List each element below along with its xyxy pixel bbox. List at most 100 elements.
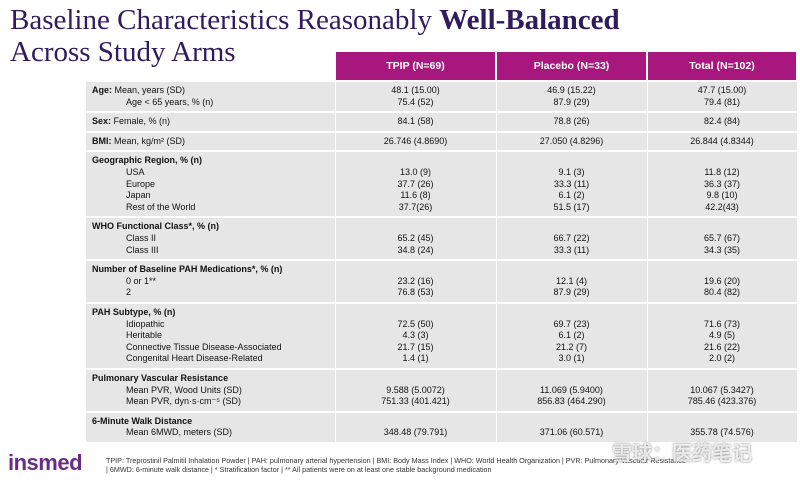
column-divider xyxy=(647,304,648,368)
row-group xyxy=(86,412,797,442)
row-label: BMI: Mean, kg/m² (SD) xyxy=(92,136,185,148)
row-group xyxy=(86,218,797,260)
row-heading: BMI: xyxy=(92,135,112,146)
row-group xyxy=(86,304,797,368)
cell-value: 78.8 (26) xyxy=(553,116,590,127)
column-header: Placebo (N=33) xyxy=(497,52,646,80)
row-label: Pulmonary Vascular Resistance xyxy=(92,373,228,385)
cell-value: 47.7 (15.00) xyxy=(697,85,747,95)
row-group xyxy=(86,132,797,151)
cell-value: 12.1 (4) xyxy=(555,275,588,286)
row-label: Japan xyxy=(126,190,151,201)
column-divider xyxy=(647,152,648,217)
cell-value: 84.1 (58) xyxy=(397,116,434,127)
row-heading: Number of Baseline PAH Medications*, % (… xyxy=(92,264,283,275)
cell-value: 10.067 (5.3427) xyxy=(690,384,754,395)
cell-value: 26.746 (4.8690) xyxy=(383,135,448,146)
row-label: Sex: Female, % (n) xyxy=(92,116,170,128)
title-line: Across Study Arms xyxy=(10,36,236,68)
row-label: Age < 65 years, % (n) xyxy=(126,96,214,107)
cell-value: 856.83 (464.290) xyxy=(537,396,606,407)
row-heading: Geographic Region, % (n) xyxy=(92,155,203,166)
cell-value: 4.3 (3) xyxy=(402,330,429,341)
row-group xyxy=(86,113,797,131)
column-divider xyxy=(647,261,648,302)
cell-value: 785.46 (423.376) xyxy=(687,396,757,407)
row-label: Idiopathic xyxy=(126,318,165,329)
row-label: USA xyxy=(126,167,145,177)
column-divider xyxy=(496,218,497,260)
cell-value: 82.4 (84) xyxy=(703,116,741,127)
row-heading: Age: xyxy=(92,85,112,95)
column-divider xyxy=(647,132,648,151)
cell-value: 4.9 (5) xyxy=(708,330,735,341)
row-label-text: Mean, years (SD) xyxy=(114,85,186,95)
column-divider xyxy=(496,82,497,112)
cell-value: 9.588 (5.0072) xyxy=(386,384,445,395)
column-divider xyxy=(647,370,648,411)
row-group xyxy=(86,370,797,411)
row-label: Class III xyxy=(126,244,159,255)
column-divider xyxy=(335,412,336,442)
column-divider xyxy=(335,113,336,131)
cell-value: 79.4 (81) xyxy=(703,96,741,107)
row-heading: PAH Subtype, % (n) xyxy=(92,307,176,317)
row-label: Age: Mean, years (SD) xyxy=(92,85,185,97)
column-divider xyxy=(496,261,497,302)
cell-value: 751.33 (401.421) xyxy=(381,396,450,407)
cell-value: 33.3 (11) xyxy=(553,244,590,255)
cell-value: 46.9 (15.22) xyxy=(547,85,596,95)
cell-value: 71.6 (73) xyxy=(703,318,741,329)
cell-value: 87.9 (29) xyxy=(553,96,590,107)
cell-value: 76.8 (53) xyxy=(397,287,434,298)
row-label: Rest of the World xyxy=(126,201,196,212)
cell-value: 11.6 (8) xyxy=(400,190,431,201)
cell-value: 65.2 (45) xyxy=(397,233,434,243)
row-label: Geographic Region, % (n) xyxy=(92,155,202,167)
column-divider xyxy=(335,370,336,411)
row-heading: 6-Minute Walk Distance xyxy=(92,415,193,426)
cell-value: 48.1 (15.00) xyxy=(391,85,440,95)
cell-value: 19.6 (20) xyxy=(703,275,741,286)
row-label: Class II xyxy=(126,233,157,243)
cell-value: 9.1 (3) xyxy=(558,167,585,177)
logo: insmed xyxy=(8,450,83,475)
cell-value: 21.7 (15) xyxy=(397,341,434,352)
cell-value: 21.6 (22) xyxy=(703,341,741,352)
column-divider xyxy=(335,304,336,368)
cell-value: 34.8 (24) xyxy=(397,244,434,255)
cell-value: 65.7 (67) xyxy=(703,233,741,243)
column-divider xyxy=(335,82,336,112)
column-divider xyxy=(335,218,336,260)
cell-value: 11.069 (5.9400) xyxy=(540,384,603,395)
cell-value: 355.78 (74.576) xyxy=(690,427,754,438)
cell-value: 2.0 (2) xyxy=(708,353,735,364)
cell-value: 36.3 (37) xyxy=(703,178,741,189)
column-divider xyxy=(647,412,648,442)
column-header: TPIP (N=69) xyxy=(336,52,495,80)
cell-value: 23.2 (16) xyxy=(397,275,434,286)
row-label: 6-Minute Walk Distance xyxy=(92,416,192,428)
cell-value: 6.1 (2) xyxy=(558,330,585,341)
cell-value: 3.0 (1) xyxy=(558,353,585,364)
row-label: Number of Baseline PAH Medications*, % (… xyxy=(92,264,282,276)
cell-value: 72.5 (50) xyxy=(397,318,434,329)
row-heading: Sex: xyxy=(92,116,112,127)
footnote: TPIP: Treprostinil Palmitil Inhalation P… xyxy=(106,456,686,474)
column-divider xyxy=(496,152,497,217)
cell-value: 1.4 (1) xyxy=(402,353,429,364)
column-header: Total (N=102) xyxy=(648,52,796,80)
row-label: Connective Tissue Disease-Associated xyxy=(126,341,282,352)
row-label: 0 or 1** xyxy=(126,275,157,286)
row-heading: WHO Functional Class*, % (n) xyxy=(92,221,220,232)
column-divider xyxy=(496,412,497,442)
cell-value: 21.2 (7) xyxy=(555,341,588,352)
cell-value: 75.4 (52) xyxy=(397,96,434,107)
cell-value: 27.050 (4.8296) xyxy=(539,135,604,146)
column-divider xyxy=(647,113,648,131)
row-label: Europe xyxy=(126,178,156,189)
title-line: Baseline Characteristics Reasonably xyxy=(10,4,432,36)
row-label-text: Female, % (n) xyxy=(113,116,171,127)
cell-value: 33.3 (11) xyxy=(553,178,590,189)
cell-value: 26.844 (4.8344) xyxy=(690,135,754,146)
